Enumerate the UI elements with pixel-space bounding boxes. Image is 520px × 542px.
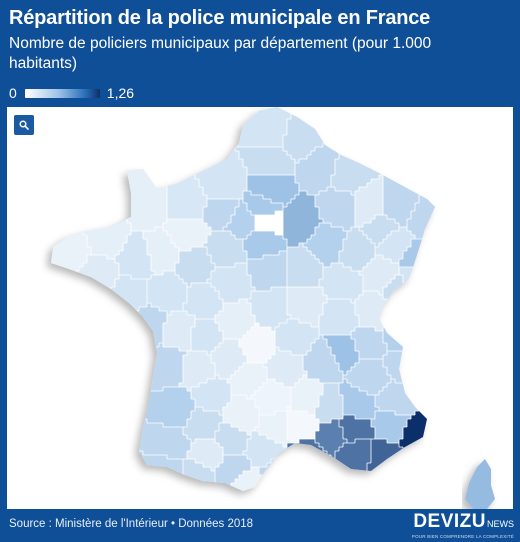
dept-finist-re[interactable] — [7, 107, 91, 359]
dept-paris[interactable] — [255, 211, 283, 235]
dept-ard-che[interactable] — [315, 383, 343, 423]
dept-orne[interactable] — [163, 219, 211, 251]
dept-haute-marne[interactable] — [339, 227, 375, 271]
dept-gers[interactable] — [187, 439, 223, 471]
source-note: Source : Ministère de l'Intérieur • Donn… — [9, 518, 254, 530]
dept-c-te-d-or[interactable] — [319, 263, 363, 303]
dept-jura[interactable] — [355, 291, 399, 331]
dept-territoire-de-belfort[interactable] — [399, 267, 447, 315]
dept-tarn-et-garonne[interactable] — [215, 423, 251, 455]
dept-charente[interactable] — [179, 351, 215, 391]
dept-ille-et-vilaine[interactable] — [115, 231, 155, 279]
brand-name: DEVIZUNEWS — [412, 512, 514, 534]
dept-marne[interactable] — [315, 187, 355, 231]
dept-val-d-oise[interactable] — [243, 191, 283, 215]
dept-cher[interactable] — [247, 287, 291, 331]
chart-subtitle: Nombre de policiers municipaux par dépar… — [9, 35, 432, 72]
dept-gard[interactable] — [315, 419, 347, 459]
dept-allier[interactable] — [275, 319, 319, 355]
dept-vosges[interactable] — [375, 227, 415, 263]
dept-deux-s-vres[interactable] — [163, 311, 195, 351]
dept-alpes-de-haute-provence[interactable] — [371, 411, 411, 443]
legend-min-label: 0 — [9, 85, 17, 101]
dept-indre[interactable] — [215, 299, 255, 339]
dept-eure-et-loir[interactable] — [203, 231, 247, 267]
dept-vaucluse[interactable] — [339, 415, 375, 443]
legend-gradient-bar — [24, 88, 100, 98]
dept-sa-ne-et-loire[interactable] — [319, 299, 359, 335]
dept-haute-loire[interactable] — [291, 375, 323, 415]
dept-haute-sa-ne[interactable] — [359, 255, 399, 295]
dept-oise[interactable] — [247, 175, 299, 207]
dept-loir-et-cher[interactable] — [207, 263, 255, 303]
dept-seine-et-marne[interactable] — [283, 191, 323, 247]
dept-ni-vre[interactable] — [287, 287, 327, 327]
dept-somme[interactable] — [235, 147, 295, 175]
search-icon — [19, 120, 29, 130]
dept-manche[interactable] — [39, 107, 167, 231]
brand-tagline: POUR BIEN COMPRENDRE LA COMPLEXITÉ — [411, 534, 514, 539]
dept-loiret[interactable] — [247, 251, 287, 291]
dept-cantal[interactable] — [251, 379, 291, 415]
dept-morbihan[interactable] — [7, 255, 119, 411]
dept-pyr-n-es-orientales[interactable] — [251, 479, 323, 509]
brand-name-text: DEVIZU — [413, 511, 486, 532]
corsica — [465, 459, 495, 509]
map-panel[interactable] — [7, 107, 513, 509]
dept-vienne[interactable] — [191, 319, 223, 355]
search-button[interactable] — [14, 115, 34, 135]
dept-yonne[interactable] — [287, 243, 323, 287]
dept-loire-atlantique[interactable] — [59, 275, 147, 363]
france-map[interactable] — [7, 107, 513, 509]
dept-haute-savoie[interactable] — [383, 315, 447, 351]
dept-dordogne[interactable] — [191, 375, 231, 415]
dept-is-re[interactable] — [343, 359, 391, 395]
dept-loire[interactable] — [303, 335, 343, 383]
dept-meuse[interactable] — [355, 175, 383, 227]
dept-meurthe-et-moselle[interactable] — [359, 215, 399, 247]
dept-lot-et-garonne[interactable] — [183, 407, 223, 443]
dept-dr-me[interactable] — [339, 379, 379, 419]
chart-title: Répartition de la police municipale en F… — [9, 7, 431, 29]
dept-essonne[interactable] — [243, 231, 287, 259]
dept-vend-e[interactable] — [11, 303, 167, 411]
dept-pas-de-calais[interactable] — [195, 107, 291, 147]
dept-ain[interactable] — [351, 327, 387, 359]
dept-yvelines[interactable] — [223, 199, 255, 239]
brand-logo: DEVIZUNEWS POUR BIEN COMPRENDRE LA COMPL… — [411, 512, 514, 540]
dept-haute-vienne[interactable] — [211, 339, 247, 379]
color-legend: 0 1,26 — [9, 85, 134, 101]
dept-lot[interactable] — [223, 395, 259, 435]
dept-ari-ge[interactable] — [219, 467, 263, 509]
dept-aube[interactable] — [303, 223, 347, 267]
dept-var[interactable] — [363, 439, 447, 509]
dept-aveyron[interactable] — [255, 411, 291, 447]
dept-gironde[interactable] — [75, 387, 195, 427]
dept-indre-et-loire[interactable] — [183, 283, 223, 319]
dept-maine-et-loire[interactable] — [147, 271, 187, 315]
dept-eure[interactable] — [203, 199, 239, 231]
dept-loz-re[interactable] — [287, 407, 319, 443]
dept-rh-ne[interactable] — [323, 335, 359, 375]
legend-max-label: 1,26 — [106, 85, 135, 101]
dept-creuse[interactable] — [239, 323, 275, 363]
dept-corr-ze[interactable] — [227, 363, 267, 399]
dept-mayenne[interactable] — [143, 227, 179, 275]
dept-sarthe[interactable] — [175, 247, 215, 287]
brand-suffix: NEWS — [487, 519, 514, 529]
dept-puy-de-d-me[interactable] — [263, 347, 307, 387]
